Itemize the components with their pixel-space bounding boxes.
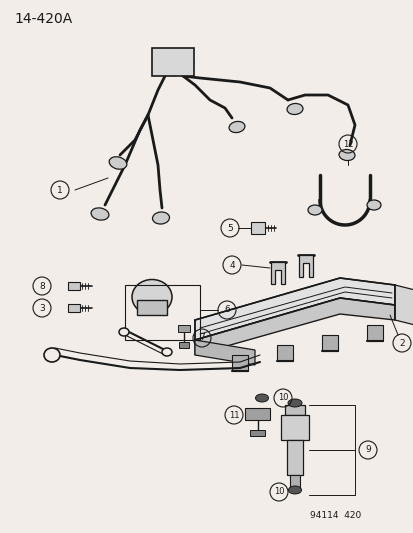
Polygon shape bbox=[195, 298, 394, 355]
Text: 10: 10 bbox=[273, 488, 284, 497]
Polygon shape bbox=[137, 300, 166, 315]
Ellipse shape bbox=[288, 486, 301, 494]
Bar bbox=[152, 48, 194, 76]
Polygon shape bbox=[250, 222, 264, 234]
Text: 2: 2 bbox=[398, 338, 404, 348]
Ellipse shape bbox=[152, 212, 169, 224]
Ellipse shape bbox=[109, 157, 126, 169]
Polygon shape bbox=[68, 304, 80, 312]
Text: 6: 6 bbox=[223, 305, 229, 314]
Polygon shape bbox=[366, 325, 382, 341]
Text: 5: 5 bbox=[227, 223, 232, 232]
Polygon shape bbox=[298, 255, 312, 277]
Text: 4: 4 bbox=[229, 261, 234, 270]
Polygon shape bbox=[321, 335, 337, 351]
Polygon shape bbox=[244, 408, 269, 420]
Ellipse shape bbox=[287, 399, 301, 407]
Polygon shape bbox=[249, 430, 264, 436]
Polygon shape bbox=[68, 282, 80, 290]
Ellipse shape bbox=[91, 208, 109, 220]
Polygon shape bbox=[178, 325, 190, 332]
Text: 12: 12 bbox=[342, 140, 352, 149]
Ellipse shape bbox=[366, 200, 380, 210]
Ellipse shape bbox=[228, 122, 244, 133]
Text: 3: 3 bbox=[39, 303, 45, 312]
Text: 9: 9 bbox=[364, 446, 370, 455]
Text: 1: 1 bbox=[57, 185, 63, 195]
Polygon shape bbox=[286, 440, 302, 475]
Text: 10: 10 bbox=[277, 393, 287, 402]
Polygon shape bbox=[195, 340, 254, 365]
Polygon shape bbox=[231, 355, 247, 371]
Ellipse shape bbox=[338, 149, 354, 160]
Polygon shape bbox=[284, 405, 304, 415]
Text: 8: 8 bbox=[39, 281, 45, 290]
Polygon shape bbox=[271, 262, 284, 284]
Text: 11: 11 bbox=[228, 410, 239, 419]
Polygon shape bbox=[276, 345, 292, 361]
Ellipse shape bbox=[132, 279, 171, 314]
Ellipse shape bbox=[255, 394, 268, 402]
Text: 14-420A: 14-420A bbox=[14, 12, 72, 26]
Ellipse shape bbox=[161, 348, 171, 356]
Polygon shape bbox=[178, 342, 189, 348]
Polygon shape bbox=[394, 285, 413, 325]
Text: 94114  420: 94114 420 bbox=[309, 511, 361, 520]
Text: 7: 7 bbox=[199, 334, 204, 343]
Ellipse shape bbox=[286, 103, 302, 115]
Ellipse shape bbox=[44, 348, 60, 362]
Polygon shape bbox=[289, 475, 299, 490]
Ellipse shape bbox=[119, 328, 129, 336]
Polygon shape bbox=[195, 278, 394, 340]
Polygon shape bbox=[280, 415, 308, 440]
Ellipse shape bbox=[307, 205, 321, 215]
